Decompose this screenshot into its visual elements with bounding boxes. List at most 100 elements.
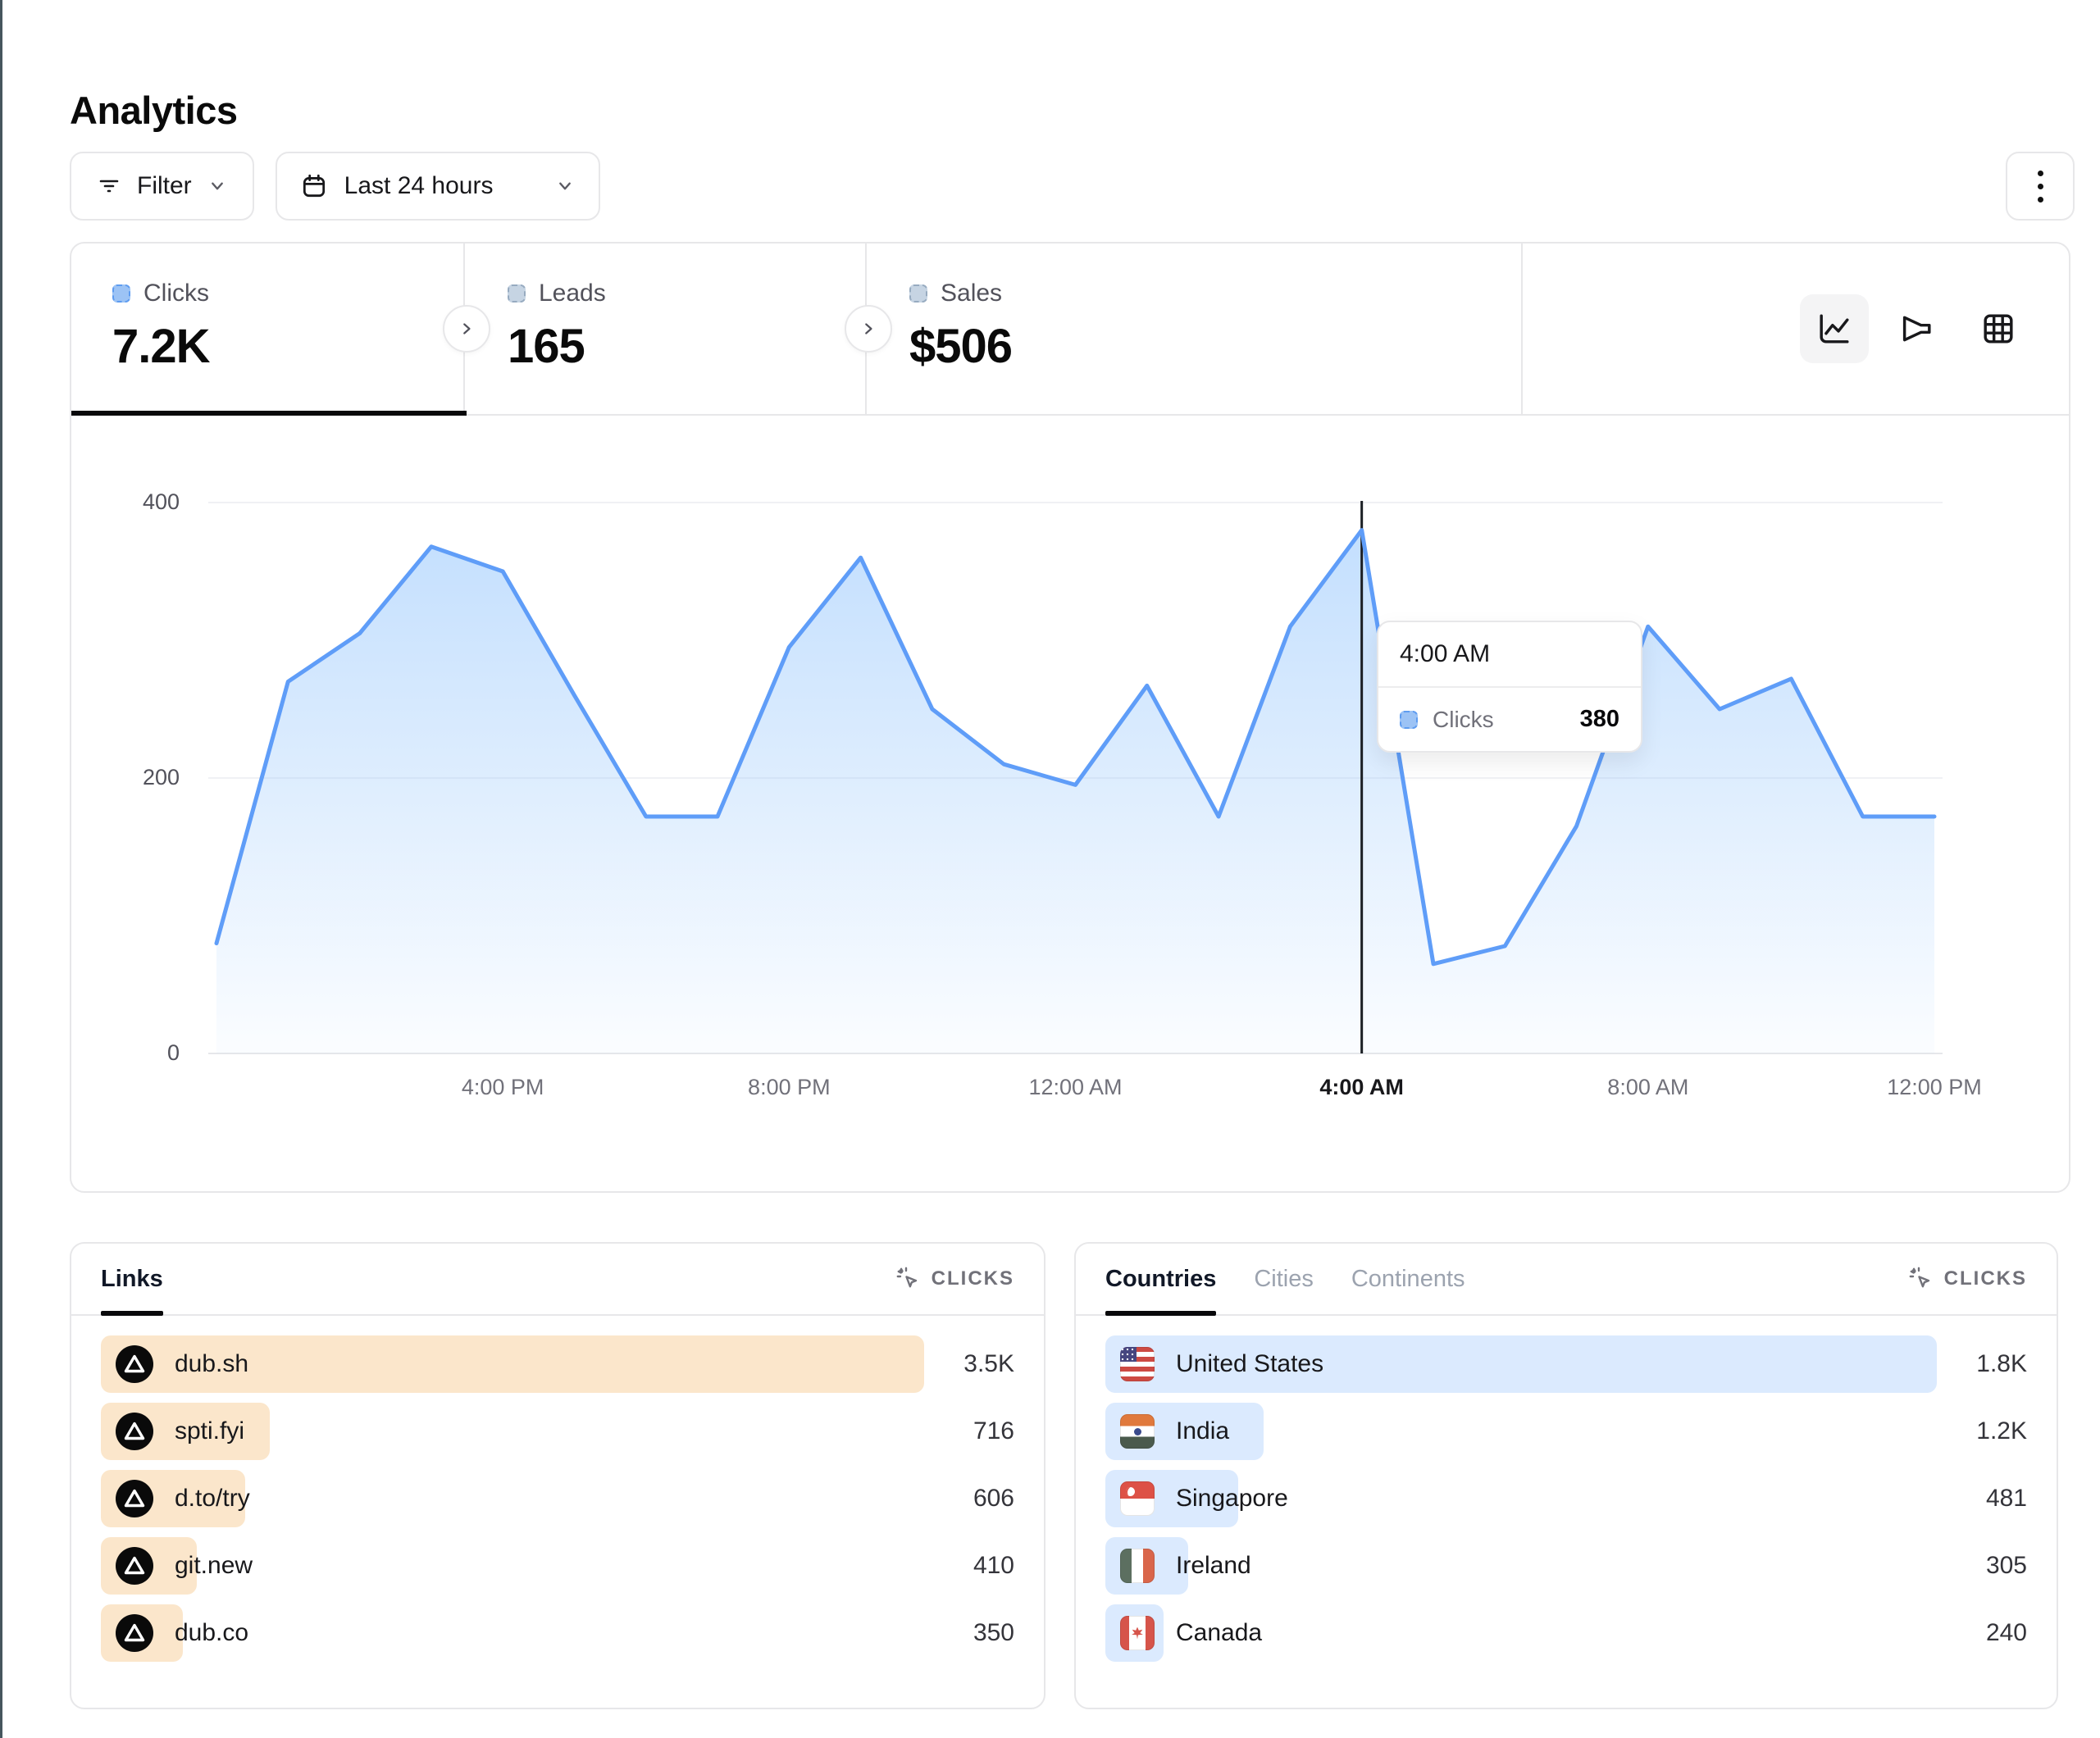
metric-label: CLICKS [1943, 1267, 2027, 1290]
countries-metric-toggle[interactable]: CLICKS [1908, 1244, 2027, 1314]
row-label: United States [1176, 1350, 1324, 1377]
dub-logo-icon [116, 1413, 153, 1450]
dub-logo-icon [116, 1547, 153, 1585]
country-row[interactable]: Singapore 481 [1105, 1470, 2027, 1527]
tab-links[interactable]: Links [101, 1244, 163, 1316]
line-chart-view-button[interactable] [1800, 294, 1869, 363]
clicks-chart-svg [208, 501, 1943, 1054]
tab-label: Continents [1351, 1265, 1465, 1292]
filter-label: Filter [137, 172, 192, 199]
x-axis-tick: 4:00 PM [461, 1075, 544, 1099]
countries-panel: Countries Cities Continents CLICKS Unite… [1074, 1242, 2058, 1709]
tab-cities[interactable]: Cities [1254, 1244, 1314, 1314]
x-axis-tick: 4:00 AM [1319, 1075, 1404, 1099]
tab-label: Countries [1105, 1265, 1217, 1292]
country-row[interactable]: India 1.2K [1105, 1403, 2027, 1460]
sg-flag-icon [1120, 1481, 1155, 1516]
area-fill [216, 530, 1934, 1053]
chevron-down-icon [207, 175, 228, 197]
calendar-icon [300, 172, 328, 200]
value-bar [1105, 1335, 1937, 1393]
row-label: India [1176, 1417, 1230, 1445]
row-label: dub.co [175, 1619, 249, 1646]
tab-continents[interactable]: Continents [1351, 1244, 1465, 1314]
x-axis-tick: 12:00 PM [1887, 1075, 1982, 1099]
row-value: 3.5K [963, 1350, 1014, 1377]
clicks-value: 7.2K [112, 320, 211, 373]
row-label: git.new [175, 1552, 253, 1579]
row-label: Ireland [1176, 1552, 1251, 1579]
clicks-legend-swatch [112, 284, 130, 303]
link-row[interactable]: dub.co 350 [101, 1604, 1014, 1662]
link-row[interactable]: dub.sh 3.5K [101, 1335, 1014, 1393]
y-axis-tick: 200 [142, 765, 180, 789]
x-axis-tick: 8:00 AM [1607, 1075, 1689, 1099]
link-row[interactable]: git.new 410 [101, 1537, 1014, 1595]
expand-clicks-button[interactable] [443, 305, 490, 353]
stat-label: Clicks [143, 280, 209, 307]
stat-label: Sales [941, 280, 1003, 307]
row-label: dub.sh [175, 1350, 249, 1377]
row-label: spti.fyi [175, 1417, 245, 1445]
link-row[interactable]: d.to/try 606 [101, 1470, 1014, 1527]
row-value: 481 [1985, 1485, 2027, 1512]
tooltip-series-label: Clicks [1433, 706, 1494, 732]
active-tab-underline [71, 411, 467, 416]
dub-logo-icon [116, 1480, 153, 1517]
country-row[interactable]: Canada 240 [1105, 1604, 2027, 1662]
clicks-area-chart[interactable]: 0 200 400 4:00 PM 8:00 PM 12:00 AM 4:00 AM 8:0… [71, 414, 2069, 1191]
chart-tooltip: 4:00 AM Clicks 380 [1377, 621, 1642, 753]
filter-icon [96, 173, 122, 199]
chart-view-switcher [1800, 294, 2033, 363]
countries-panel-header: Countries Cities Continents CLICKS [1076, 1244, 2057, 1316]
sales-legend-swatch [909, 284, 927, 303]
in-flag-icon [1120, 1414, 1155, 1449]
country-row[interactable]: Ireland 305 [1105, 1537, 2027, 1595]
funnel-chart-view-button[interactable] [1882, 294, 1951, 363]
x-axis-tick: 12:00 AM [1028, 1075, 1123, 1099]
cursor-click-icon [895, 1266, 922, 1292]
chevron-down-icon [554, 175, 576, 197]
x-axis-tick: 8:00 PM [748, 1075, 831, 1099]
y-axis-tick: 0 [166, 1040, 180, 1065]
row-value: 410 [973, 1552, 1014, 1579]
toolbar: Filter Last 24 hours [70, 152, 600, 221]
links-metric-toggle[interactable]: CLICKS [895, 1244, 1014, 1314]
stat-label: Leads [539, 280, 606, 307]
filter-button[interactable]: Filter [70, 152, 254, 221]
links-panel: Links CLICKS dub.sh 3.5K spti.fyi 716 d.to/t… [70, 1242, 1045, 1709]
tab-clicks[interactable]: Clicks 7.2K [71, 243, 465, 414]
expand-leads-button[interactable] [845, 305, 892, 353]
sales-value: $506 [909, 320, 1013, 373]
row-value: 1.8K [1976, 1350, 2027, 1377]
more-options-button[interactable] [2006, 152, 2075, 221]
row-value: 305 [1985, 1552, 2027, 1579]
screen-left-edge [0, 0, 2, 1738]
country-row[interactable]: United States 1.8K [1105, 1335, 2027, 1393]
dub-logo-icon [116, 1345, 153, 1383]
date-range-button[interactable]: Last 24 hours [275, 152, 600, 221]
analytics-card: Clicks 7.2K Leads 165 Sales $506 [70, 242, 2070, 1193]
tooltip-legend-swatch [1400, 710, 1418, 729]
value-bar [101, 1335, 924, 1393]
link-row[interactable]: spti.fyi 716 [101, 1403, 1014, 1460]
tab-label: Cities [1254, 1265, 1314, 1292]
tab-sales[interactable]: Sales $506 [868, 243, 1523, 414]
clicks-series-line [214, 528, 1937, 967]
row-label: Singapore [1176, 1485, 1288, 1512]
dub-logo-icon [116, 1614, 153, 1652]
stat-tabs-row: Clicks 7.2K Leads 165 Sales $506 [71, 243, 2069, 416]
date-range-label: Last 24 hours [344, 172, 494, 199]
leads-legend-swatch [508, 284, 526, 303]
page-title: Analytics [70, 89, 238, 133]
leads-value: 165 [508, 320, 585, 373]
tab-leads[interactable]: Leads 165 [467, 243, 867, 414]
table-view-button[interactable] [1964, 294, 2033, 363]
row-value: 240 [1985, 1619, 2027, 1646]
row-value: 1.2K [1976, 1417, 2027, 1445]
tab-label: Links [101, 1265, 163, 1292]
ie-flag-icon [1120, 1549, 1155, 1583]
countries-list: United States 1.8K India 1.2K Singapore 481 Ir… [1105, 1335, 2027, 1672]
tab-countries[interactable]: Countries [1105, 1244, 1217, 1316]
links-list: dub.sh 3.5K spti.fyi 716 d.to/try 606 git.new 4… [101, 1335, 1014, 1672]
